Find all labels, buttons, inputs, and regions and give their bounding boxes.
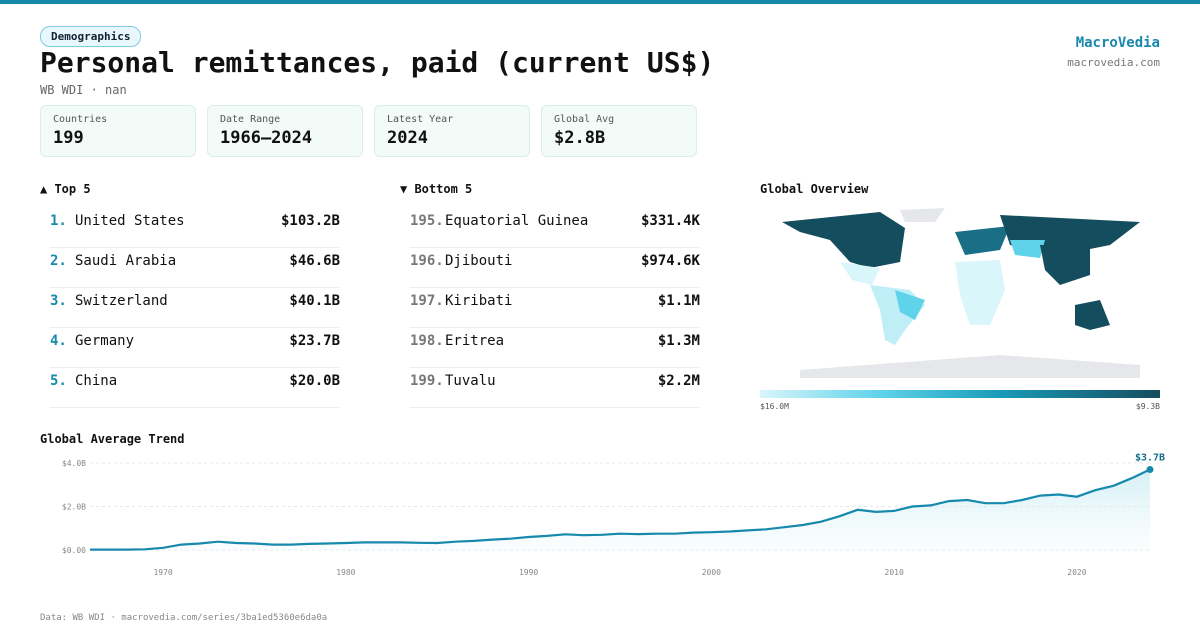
rank: 1.	[50, 213, 67, 229]
world-map	[782, 208, 1140, 378]
value: $46.6B	[289, 253, 340, 269]
stat-label: Countries	[53, 114, 108, 125]
scale-max: $9.3B	[1135, 402, 1160, 411]
stat-card: Date Range 1966–2024	[207, 105, 363, 157]
stat-card: Global Avg $2.8B	[541, 105, 697, 157]
y-tick-label: $4.0B	[62, 459, 86, 468]
stat-value: 2024	[387, 128, 428, 148]
title: Personal remittances, paid (current US$)	[40, 46, 715, 79]
map-region	[800, 355, 1140, 378]
x-tick-label: 2000	[702, 568, 721, 577]
list-row: 195. Equatorial Guinea $331.4K	[410, 207, 700, 248]
map-region	[900, 208, 945, 222]
rank: 3.	[50, 293, 67, 309]
y-tick-label: $0.00	[62, 546, 86, 555]
list-row: 4. Germany $23.7B	[50, 327, 340, 368]
name: Eritrea	[445, 333, 505, 349]
map-region	[1040, 245, 1090, 285]
name: Saudi Arabia	[75, 253, 177, 269]
map-region	[955, 260, 1005, 325]
list-row: 1. United States $103.2B	[50, 207, 340, 248]
map-region	[955, 226, 1010, 255]
stat-label: Date Range	[220, 114, 281, 125]
rank: 199.	[410, 373, 444, 389]
list-row: 198. Eritrea $1.3M	[410, 327, 700, 368]
stat-label: Global Avg	[554, 114, 615, 125]
value: $1.1M	[657, 293, 700, 309]
value: $2.2M	[657, 373, 700, 389]
name: Djibouti	[445, 253, 513, 269]
value: $103.2B	[280, 213, 340, 229]
x-tick-label: 2020	[1067, 568, 1086, 577]
last-point	[1146, 466, 1154, 474]
name: Switzerland	[75, 293, 168, 309]
rank: 2.	[50, 253, 67, 269]
map-region	[895, 290, 925, 320]
value: $1.3M	[657, 333, 700, 349]
x-tick-label: 2010	[885, 568, 904, 577]
map-region	[840, 262, 880, 285]
brand-url: macrovedia.com	[1067, 56, 1160, 69]
stat-card: Latest Year 2024	[374, 105, 530, 157]
rank: 196.	[410, 253, 444, 269]
stat-card: Countries 199	[40, 105, 196, 157]
top-bar	[0, 0, 1200, 4]
name: Equatorial Guinea	[445, 213, 589, 229]
value: $20.0B	[289, 373, 340, 389]
name: Kiribati	[445, 293, 513, 309]
list-row: 197. Kiribati $1.1M	[410, 287, 700, 328]
chart-title: Global Average Trend	[40, 432, 185, 446]
name: Tuvalu	[445, 373, 496, 389]
y-tick-label: $2.0B	[62, 503, 86, 512]
footer: Data: WB WDI · macrovedia.com/series/3ba…	[40, 613, 328, 623]
x-tick-label: 1990	[519, 568, 538, 577]
map-region	[782, 212, 905, 268]
value: $331.4K	[640, 213, 700, 229]
trend-line	[90, 468, 1151, 551]
value: $23.7B	[289, 333, 340, 349]
name: China	[75, 373, 118, 389]
rank: 4.	[50, 333, 67, 349]
map-title: Global Overview	[760, 182, 869, 196]
subtitle: WB WDI · nan	[40, 83, 127, 97]
list-row: 2. Saudi Arabia $46.6B	[50, 247, 340, 288]
map-region	[1075, 300, 1110, 330]
x-tick-label: 1980	[336, 568, 355, 577]
brand: MacroVedia	[1075, 35, 1160, 51]
stat-value: 199	[53, 128, 84, 148]
tag: Demographics	[40, 26, 142, 47]
stat-value: 1966–2024	[220, 128, 313, 148]
value: $40.1B	[289, 293, 340, 309]
rank: 198.	[410, 333, 444, 349]
area-fill	[90, 469, 1150, 550]
name: Germany	[75, 333, 135, 349]
rank: 197.	[410, 293, 444, 309]
stat-value: $2.8B	[554, 128, 606, 148]
scale-min: $16.0M	[760, 402, 789, 411]
rank: 195.	[410, 213, 444, 229]
stat-label: Latest Year	[387, 114, 454, 125]
last-label: $3.7B	[1135, 453, 1165, 464]
bottom-title: ▼ Bottom 5	[400, 182, 473, 196]
top-title: ▲ Top 5	[40, 182, 91, 196]
rank: 5.	[50, 373, 67, 389]
name: United States	[75, 213, 185, 229]
color-scale	[760, 390, 1160, 398]
list-row: 3. Switzerland $40.1B	[50, 287, 340, 328]
list-row: 5. China $20.0B	[50, 367, 340, 408]
value: $974.6K	[640, 253, 700, 269]
map-region	[1010, 240, 1045, 258]
list-row: 196. Djibouti $974.6K	[410, 247, 700, 288]
x-tick-label: 1970	[153, 568, 172, 577]
list-row: 199. Tuvalu $2.2M	[410, 367, 700, 408]
